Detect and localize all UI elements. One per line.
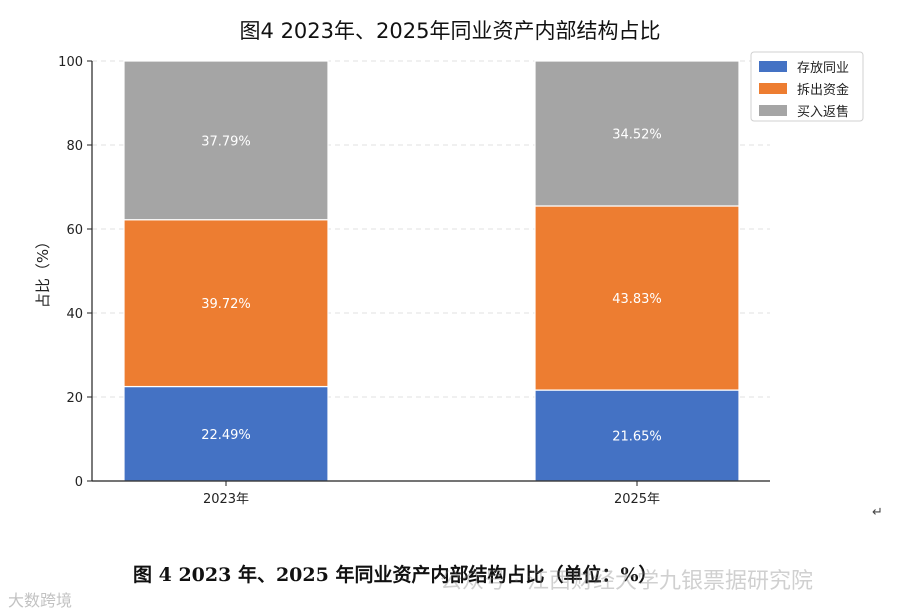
axes <box>87 60 770 486</box>
bar-value-label: 43.83% <box>612 292 662 307</box>
bar-segment <box>123 60 329 221</box>
legend-swatch <box>759 83 787 94</box>
y-tick-label: 0 <box>75 475 83 490</box>
y-tick-label: 80 <box>66 139 83 154</box>
figure-caption: 图 4 2023 年、2025 年同业资产内部结构占比（单位：%） <box>133 564 658 586</box>
bar-value-label: 22.49% <box>201 428 251 443</box>
chart-title: 图4 2023年、2025年同业资产内部结构占比 <box>240 19 661 43</box>
bar-segment <box>534 60 740 207</box>
legend-label: 拆出资金 <box>797 82 849 98</box>
y-tick-label: 100 <box>58 55 83 70</box>
watermark-source: 公众号 · 江西财经大学九银票据研究院 <box>440 569 813 594</box>
bar-segment <box>123 385 329 482</box>
paragraph-mark: ↵ <box>872 505 883 520</box>
bar-value-label: 39.72% <box>201 297 251 312</box>
y-tick-label: 20 <box>66 391 83 406</box>
tick-labels: 0 20 40 60 80 100 2023年 2025年 <box>58 55 660 507</box>
bar-value-label: 21.65% <box>612 430 662 445</box>
bar-value-label: 34.52% <box>612 127 662 142</box>
bars: 22.49% 39.72% 37.79% 21.65% 43.83% 34.52% <box>123 60 740 482</box>
legend-swatch <box>759 61 787 72</box>
y-tick-label: 40 <box>66 307 83 322</box>
legend-label: 存放同业 <box>797 61 849 76</box>
y-axis-label: 占比（%） <box>34 234 52 308</box>
y-tick-label: 60 <box>66 223 83 238</box>
x-tick-label: 2025年 <box>614 492 660 507</box>
x-tick-label: 2023年 <box>203 492 249 507</box>
legend-swatch <box>759 105 787 116</box>
bar-value-label: 37.79% <box>201 134 251 149</box>
watermark-corner: 大数跨境 <box>8 591 73 610</box>
bar-segment <box>123 219 329 388</box>
legend-label: 买入返售 <box>797 104 849 120</box>
bar-segment <box>534 389 740 482</box>
